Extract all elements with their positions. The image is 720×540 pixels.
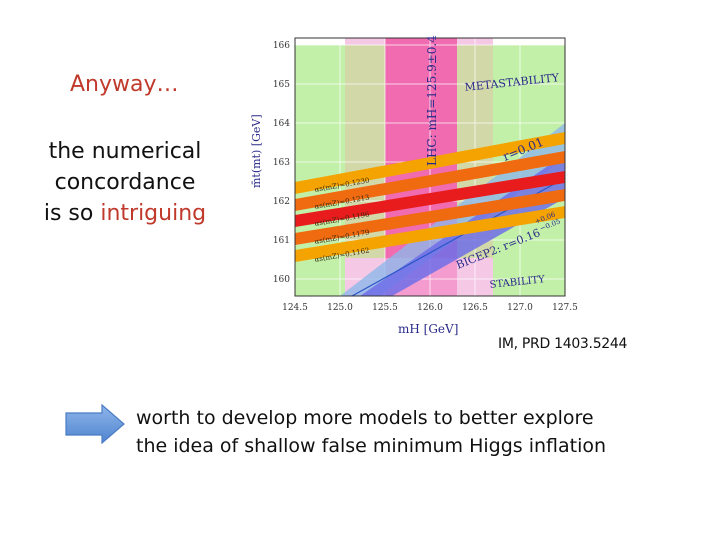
y-tick-label: 165 — [273, 80, 290, 90]
body-line-3-plain: is so — [43, 201, 101, 226]
y-axis-title: m̄t(mt) [GeV] — [250, 114, 263, 188]
x-tick-label: 125.0 — [327, 303, 353, 313]
x-tick-label: 127.5 — [552, 303, 578, 313]
slide-body-text: the numerical concordance is so intrigui… — [30, 136, 220, 229]
body-line-1: the numerical — [48, 139, 202, 164]
body-highlight-word: intriguing — [100, 201, 207, 226]
citation-text: IM, PRD 1403.5244 — [498, 336, 628, 352]
y-tick-labels: 166 165 164 163 162 161 160 — [273, 41, 290, 285]
y-tick-label: 161 — [273, 236, 290, 246]
slide-heading: Anyway… — [70, 72, 179, 97]
x-axis-title: mH [GeV] — [398, 322, 458, 336]
conclusion-line-1: worth to develop more models to better e… — [136, 407, 594, 429]
alpha-band-0.1179 — [295, 189, 565, 245]
alpha-band-0.1230 — [295, 132, 565, 194]
x-tick-label: 126.0 — [417, 303, 443, 313]
alpha-band-0.1196 — [295, 171, 565, 227]
lhc-label: LHC: mH=125.9±0.4 — [425, 35, 439, 166]
x-tick-labels: 124.5 125.0 125.5 126.0 126.5 127.0 127.5 — [282, 303, 578, 313]
y-tick-label: 166 — [273, 41, 290, 51]
plot-frame — [294, 37, 566, 297]
x-tick-label: 126.5 — [462, 303, 488, 313]
alpha-band-0.1162 — [295, 206, 565, 262]
body-line-3: is so intriguing — [30, 198, 220, 229]
x-tick-label: 124.5 — [282, 303, 308, 313]
x-tick-label: 125.5 — [372, 303, 398, 313]
right-arrow-icon — [65, 404, 125, 444]
body-line-2: concordance — [54, 170, 196, 195]
stability-plot: METASTABILITY STABILITY LHC: mH=125.9±0.… — [250, 35, 578, 336]
y-tick-label: 164 — [273, 119, 290, 129]
conclusion-line-2: the idea of shallow false minimum Higgs … — [136, 435, 607, 457]
alpha-band-0.1213 — [295, 151, 565, 211]
x-tick-label: 127.0 — [507, 303, 533, 313]
plot-area — [295, 38, 565, 296]
y-tick-label: 162 — [273, 197, 290, 207]
y-tick-label: 160 — [273, 275, 290, 285]
y-tick-label: 163 — [273, 158, 290, 168]
conclusion-text: worth to develop more models to better e… — [136, 404, 606, 460]
